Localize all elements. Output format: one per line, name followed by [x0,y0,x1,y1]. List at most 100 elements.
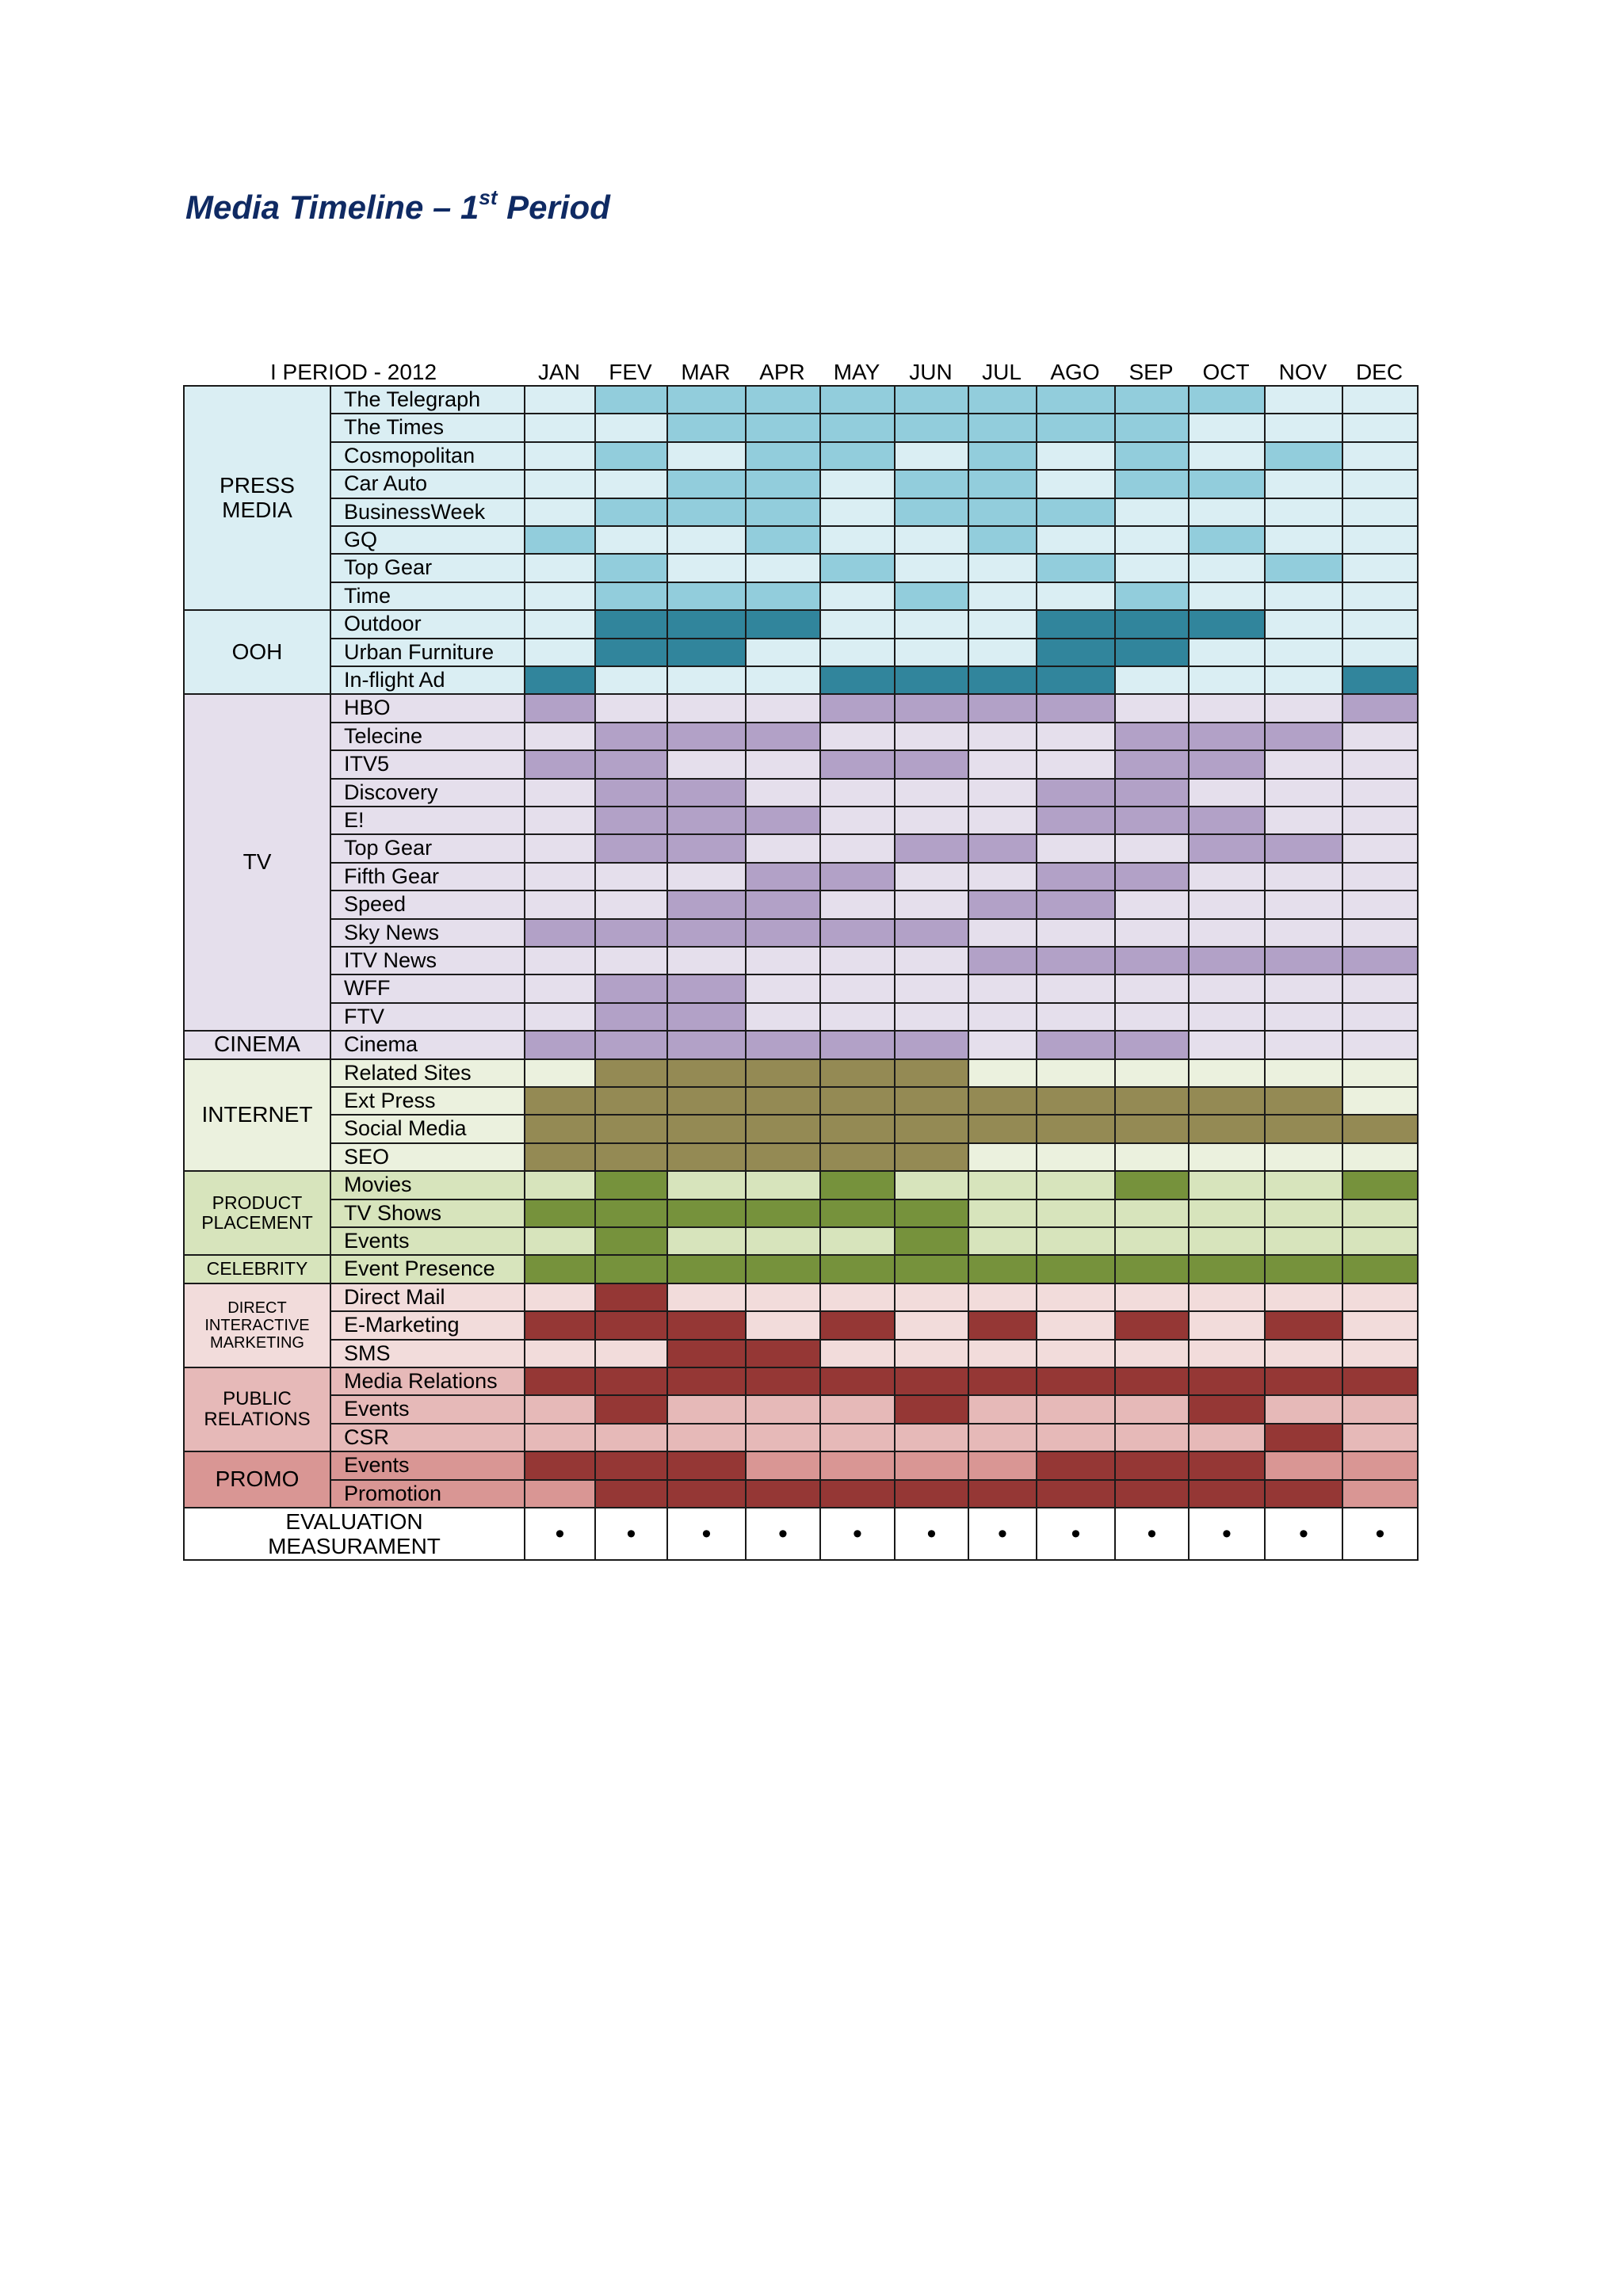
timeline-cell-active [1188,1114,1266,1144]
timeline-cell-active [745,1254,821,1284]
timeline-cell-active [1264,946,1343,976]
timeline-cell-active [745,413,821,443]
group-product-placement: PRODUCT PLACEMENT [183,1170,331,1257]
timeline-cell-active [524,1114,596,1144]
timeline-cell-active [1188,833,1266,864]
timeline-cell-active [819,1086,896,1116]
timeline-cell [1114,1422,1190,1453]
timeline-cell-active [524,1451,596,1481]
timeline-cell-active [524,1142,596,1173]
timeline-cell-active [1342,1254,1419,1284]
timeline-cell [745,833,821,864]
timeline-cell [968,1001,1037,1032]
timeline-cell-active [666,1478,747,1508]
timeline-cell [968,749,1037,780]
timeline-cell [1342,1030,1419,1060]
timeline-cell-active [594,974,668,1004]
timeline-cell [524,974,596,1004]
timeline-cell [1036,581,1116,612]
timeline-cell [1036,1422,1116,1453]
timeline-cell-active [1264,441,1343,471]
channel-label: Event Presence [330,1254,525,1284]
channel-label: Events [330,1451,525,1481]
timeline-cell-active [1264,721,1343,752]
channel-label: Discovery [330,777,525,807]
timeline-cell [1188,1226,1266,1257]
channel-label: HBO [330,693,525,723]
timeline-cell-active [1036,861,1116,892]
timeline-cell [1264,1170,1343,1200]
timeline-cell-active [1114,469,1190,499]
timeline-cell-active [666,917,747,948]
timeline-cell-active [745,1030,821,1060]
timeline-cell-active [1188,1254,1266,1284]
timeline-cell-active [1188,469,1266,499]
group-cinema: CINEMA [183,1030,331,1060]
timeline-cell [894,890,969,920]
timeline-cell-active [666,1367,747,1397]
page-title: Media Timeline – 1st Period [185,187,610,227]
timeline-cell-active [968,441,1037,471]
evaluation-dot: • [1114,1507,1190,1561]
timeline-cell [968,806,1037,836]
timeline-cell [1264,1451,1343,1481]
timeline-cell-active [819,1030,896,1060]
timeline-cell [1114,1058,1190,1088]
timeline-cell [1342,1422,1419,1453]
timeline-cell [1036,721,1116,752]
timeline-cell [819,1226,896,1257]
timeline-cell [524,777,596,807]
timeline-cell [968,1226,1037,1257]
timeline-cell-active [666,413,747,443]
channel-label: Car Auto [330,469,525,499]
timeline-cell-active [894,749,969,780]
timeline-cell [968,1030,1037,1060]
timeline-cell [968,1282,1037,1313]
timeline-cell-active [594,637,668,667]
timeline-cell-active [819,1170,896,1200]
timeline-cell-active [745,917,821,948]
timeline-cell [894,1451,969,1481]
timeline-cell-active [745,1367,821,1397]
channel-label: Sky News [330,917,525,948]
timeline-cell-active [819,553,896,583]
timeline-cell [819,637,896,667]
timeline-cell [524,553,596,583]
timeline-cell-active [1036,1254,1116,1284]
group-press-media: PRESS MEDIA [183,385,331,612]
timeline-cell-active [666,637,747,667]
timeline-cell-active [594,806,668,836]
timeline-cell-active [968,385,1037,415]
timeline-cell [524,833,596,864]
month-header-dec: DEC [1355,360,1403,384]
timeline-cell [1342,1451,1419,1481]
timeline-cell-active [968,890,1037,920]
timeline-cell [666,693,747,723]
timeline-cell [968,609,1037,639]
timeline-cell [666,861,747,892]
timeline-cell [968,1198,1037,1228]
timeline-cell [524,1170,596,1200]
timeline-cell [894,721,969,752]
timeline-cell [819,1394,896,1425]
timeline-cell [745,1001,821,1032]
evaluation-measurement-label: EVALUATION MEASURAMENT [183,1507,525,1561]
timeline-cell [1264,497,1343,527]
timeline-cell-active [1264,1086,1343,1116]
timeline-cell [819,1422,896,1453]
timeline-cell [894,1170,969,1200]
timeline-cell [745,1282,821,1313]
timeline-cell [968,1142,1037,1173]
timeline-cell-active [968,1478,1037,1508]
timeline-cell-active [894,385,969,415]
timeline-cell [745,1394,821,1425]
channel-label: ITV5 [330,749,525,780]
timeline-cell-active [1342,946,1419,976]
timeline-cell-active [524,1086,596,1116]
timeline-cell-active [894,833,969,864]
timeline-cell-active [894,1058,969,1088]
timeline-cell-active [819,1254,896,1284]
timeline-cell-active [1188,721,1266,752]
timeline-cell [894,1422,969,1453]
channel-label: Events [330,1394,525,1425]
